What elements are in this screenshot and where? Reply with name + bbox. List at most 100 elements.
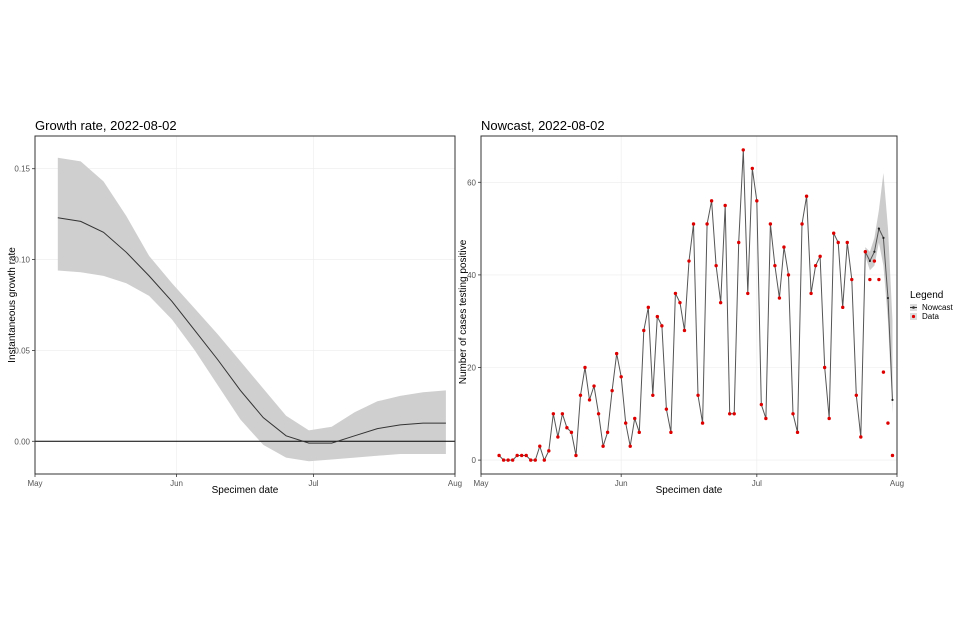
- data-point: [714, 263, 718, 268]
- growth-rate-x-tick-label: Aug: [448, 479, 462, 488]
- data-point: [890, 453, 895, 458]
- data-point: [773, 263, 777, 268]
- data-point: [587, 398, 592, 402]
- data-point: [741, 148, 745, 152]
- data-point: [818, 254, 822, 259]
- data-point: [655, 314, 660, 319]
- data-point: [583, 365, 587, 370]
- nowcast-y-tick-label: 40: [467, 271, 476, 280]
- data-point: [877, 277, 881, 282]
- data-point: [831, 231, 836, 235]
- data-point: [777, 296, 782, 300]
- data-point: [596, 412, 601, 416]
- data-point: [705, 222, 709, 226]
- data-point: [664, 407, 669, 411]
- data-point: [768, 222, 773, 226]
- legend-data-label: Data: [922, 312, 939, 321]
- growth-rate-x-tick-label: Jun: [170, 479, 183, 488]
- data-point: [642, 328, 646, 333]
- data-point: [718, 300, 723, 305]
- data-point: [827, 416, 831, 421]
- data-point: [755, 199, 759, 203]
- growth-rate-plot: [35, 157, 455, 462]
- data-point: [723, 203, 727, 208]
- legend-nowcast-key-point: [912, 306, 915, 309]
- data-point: [669, 430, 673, 435]
- data-point: [863, 250, 868, 254]
- nowcast-y-tick-label: 0: [472, 456, 477, 465]
- nowcast-title: Nowcast, 2022-08-02: [481, 118, 605, 133]
- data-point: [732, 412, 736, 416]
- data-point: [542, 458, 547, 462]
- data-point: [804, 194, 809, 198]
- data-point: [614, 351, 619, 356]
- data-point: [533, 458, 537, 462]
- data-point: [623, 421, 628, 425]
- data-point: [569, 430, 574, 435]
- data-point: [709, 199, 714, 203]
- nowcast-y-tick-label: 60: [467, 178, 476, 187]
- data-point: [519, 453, 524, 458]
- data-point: [501, 458, 506, 462]
- legend-data-key-point: [911, 314, 916, 319]
- data-point: [850, 277, 854, 282]
- data-point: [551, 412, 556, 416]
- data-point: [524, 453, 528, 458]
- data-point: [800, 222, 804, 226]
- data-point: [682, 328, 687, 333]
- nowcast-legend: Legend Nowcast Data: [910, 290, 953, 321]
- data-point: [872, 259, 877, 263]
- data-point: [660, 324, 664, 328]
- growth-rate-y-tick-label: 0.05: [14, 346, 30, 355]
- data-point: [506, 458, 510, 462]
- data-point: [574, 453, 578, 458]
- data-point: [619, 375, 623, 379]
- data-point: [791, 412, 795, 416]
- nowcast-point: [877, 227, 881, 230]
- data-point: [633, 416, 637, 421]
- nowcast-y-tick-label: 20: [467, 364, 476, 373]
- nowcast-x-tick-label: Jul: [752, 479, 762, 488]
- data-point: [673, 291, 678, 296]
- growth-rate-y-tick-label: 0.10: [14, 256, 30, 265]
- data-point: [646, 305, 651, 310]
- growth-rate-y-axis-title: Instantaneous growth rate: [7, 247, 18, 363]
- nowcast-grid: [480, 136, 898, 474]
- data-point: [859, 435, 863, 439]
- data-point: [560, 412, 565, 416]
- data-point: [497, 453, 501, 458]
- data-point: [678, 300, 682, 305]
- data-point: [687, 259, 691, 263]
- data-point: [746, 291, 750, 296]
- data-point: [700, 421, 705, 425]
- nowcast-x-tick-label: May: [473, 479, 488, 488]
- nowcast-y-axis-title: Number of cases testing positive: [458, 239, 469, 384]
- data-point: [556, 435, 560, 439]
- data-point: [809, 291, 813, 296]
- data-point: [822, 365, 827, 370]
- data-point: [750, 166, 755, 171]
- data-point: [547, 449, 551, 453]
- nowcast-plot-frame: [480, 135, 898, 475]
- nowcast-x-tick-label: Aug: [890, 479, 904, 488]
- data-point: [628, 444, 632, 448]
- legend-title: Legend: [910, 290, 943, 301]
- growth-rate-ticks: 0.00 0.05 0.10 0.15 May Jun Jul Aug: [14, 165, 462, 488]
- data-point: [786, 273, 791, 277]
- data-point: [759, 402, 764, 407]
- data-point: [637, 430, 641, 435]
- nowcast-point: [891, 398, 894, 402]
- data-point: [813, 263, 818, 268]
- growth-rate-confidence-band: [57, 157, 446, 462]
- data-point: [565, 425, 569, 430]
- data-point: [836, 240, 840, 245]
- data-point: [651, 393, 655, 397]
- data-point: [782, 245, 786, 249]
- data-point: [515, 453, 519, 458]
- data-point: [886, 421, 890, 425]
- growth-rate-plot-frame: [34, 135, 456, 475]
- growth-rate-y-tick-label: 0.00: [14, 437, 30, 446]
- data-point: [510, 458, 515, 462]
